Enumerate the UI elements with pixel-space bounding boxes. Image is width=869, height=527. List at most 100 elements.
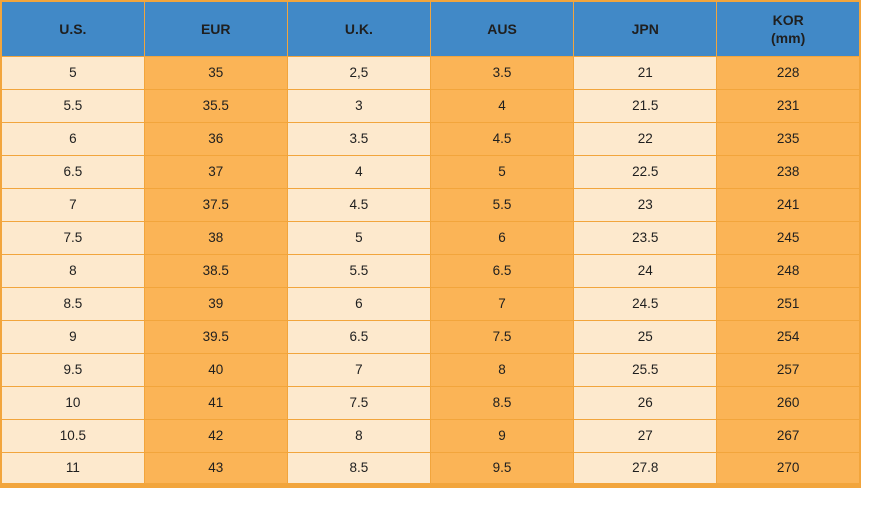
table-cell: 257 <box>716 352 861 387</box>
table-cell: 22.5 <box>573 154 718 189</box>
table-row: 8 38.5 5.5 6.5 24 248 <box>0 253 861 288</box>
table-cell: 5 <box>286 220 431 255</box>
table-cell: 27 <box>573 418 718 453</box>
table-row: 7 37.5 4.5 5.5 23 241 <box>0 187 861 222</box>
header-sublabel: (mm) <box>771 29 806 46</box>
table-cell: 25.5 <box>573 352 718 387</box>
header-cell-us: U.S. <box>0 0 145 57</box>
table-cell: 7.5 <box>286 385 431 420</box>
table-cell: 24 <box>573 253 718 288</box>
table-cell: 235 <box>716 121 861 156</box>
table-cell: 22 <box>573 121 718 156</box>
header-cell-uk: U.K. <box>286 0 431 57</box>
table-cell: 228 <box>716 55 861 90</box>
table-cell: 39.5 <box>143 319 288 354</box>
header-cell-jpn: JPN <box>573 0 718 57</box>
table-cell: 3.5 <box>286 121 431 156</box>
header-cell-kor: KOR (mm) <box>716 0 861 57</box>
table-cell: 8.5 <box>0 286 145 321</box>
table-cell: 5 <box>429 154 575 189</box>
table-cell: 38.5 <box>143 253 288 288</box>
table-cell: 8.5 <box>429 385 575 420</box>
table-row: 8.5 39 6 7 24.5 251 <box>0 286 861 321</box>
table-cell: 41 <box>143 385 288 420</box>
table-cell: 7 <box>286 352 431 387</box>
header-row: U.S. EUR U.K. AUS JPN KOR (mm) <box>0 0 861 57</box>
table-header: U.S. EUR U.K. AUS JPN KOR (mm) <box>0 0 861 57</box>
table-cell: 5.5 <box>286 253 431 288</box>
table-cell: 5.5 <box>429 187 575 222</box>
header-cell-eur: EUR <box>143 0 288 57</box>
table-cell: 270 <box>716 451 861 486</box>
table-cell: 7 <box>0 187 145 222</box>
table-cell: 6.5 <box>429 253 575 288</box>
table-cell: 36 <box>143 121 288 156</box>
table-cell: 8.5 <box>286 451 431 486</box>
table-cell: 7.5 <box>0 220 145 255</box>
table-row: 6 36 3.5 4.5 22 235 <box>0 121 861 156</box>
table-cell: 10 <box>0 385 145 420</box>
table-row: 9 39.5 6.5 7.5 25 254 <box>0 319 861 354</box>
table-cell: 7.5 <box>429 319 575 354</box>
table-cell: 37.5 <box>143 187 288 222</box>
header-label: AUS <box>487 20 517 37</box>
table-cell: 4.5 <box>286 187 431 222</box>
table-cell: 40 <box>143 352 288 387</box>
table-row: 6.5 37 4 5 22.5 238 <box>0 154 861 189</box>
table-cell: 251 <box>716 286 861 321</box>
table-cell: 42 <box>143 418 288 453</box>
table-cell: 7 <box>429 286 575 321</box>
header-label: EUR <box>200 20 231 37</box>
header-cell-aus: AUS <box>429 0 575 57</box>
header-label: U.K. <box>344 20 373 37</box>
table-cell: 238 <box>716 154 861 189</box>
table-cell: 245 <box>716 220 861 255</box>
table-cell: 27.8 <box>573 451 718 486</box>
table-cell: 4 <box>286 154 431 189</box>
table-cell: 10.5 <box>0 418 145 453</box>
table-cell: 43 <box>143 451 288 486</box>
table-cell: 5.5 <box>0 88 145 123</box>
table-cell: 4.5 <box>429 121 575 156</box>
table-cell: 260 <box>716 385 861 420</box>
table-cell: 9.5 <box>429 451 575 486</box>
table-cell: 8 <box>429 352 575 387</box>
table-cell: 38 <box>143 220 288 255</box>
table-cell: 3 <box>286 88 431 123</box>
table-row: 10.5 42 8 9 27 267 <box>0 418 861 453</box>
table-row: 9.5 40 7 8 25.5 257 <box>0 352 861 387</box>
table-row: 5.5 35.5 3 4 21.5 231 <box>0 88 861 123</box>
table-cell: 6 <box>0 121 145 156</box>
table-row: 11 43 8.5 9.5 27.8 270 <box>0 451 861 486</box>
table-cell: 24.5 <box>573 286 718 321</box>
table-cell: 4 <box>429 88 575 123</box>
table-cell: 254 <box>716 319 861 354</box>
table-cell: 37 <box>143 154 288 189</box>
table-cell: 9 <box>0 319 145 354</box>
table-cell: 25 <box>573 319 718 354</box>
table-cell: 267 <box>716 418 861 453</box>
table-row: 7.5 38 5 6 23.5 245 <box>0 220 861 255</box>
header-label: JPN <box>631 20 659 37</box>
table-cell: 9 <box>429 418 575 453</box>
table-cell: 21.5 <box>573 88 718 123</box>
table-cell: 248 <box>716 253 861 288</box>
table-cell: 231 <box>716 88 861 123</box>
header-label: KOR <box>772 11 804 28</box>
table-cell: 23.5 <box>573 220 718 255</box>
table-cell: 26 <box>573 385 718 420</box>
table-cell: 3.5 <box>429 55 575 90</box>
table-cell: 6.5 <box>0 154 145 189</box>
header-label: U.S. <box>59 20 87 37</box>
table-row: 5 35 2,5 3.5 21 228 <box>0 55 861 90</box>
table-body: 5 35 2,5 3.5 21 228 5.5 35.5 3 4 21.5 231 6 36 3.5 4.5 2… <box>0 55 861 486</box>
table-cell: 8 <box>0 253 145 288</box>
table-cell: 6 <box>429 220 575 255</box>
table-cell: 23 <box>573 187 718 222</box>
table-cell: 35 <box>143 55 288 90</box>
table-cell: 2,5 <box>286 55 431 90</box>
table-cell: 5 <box>0 55 145 90</box>
table-cell: 35.5 <box>143 88 288 123</box>
table-cell: 241 <box>716 187 861 222</box>
table-cell: 39 <box>143 286 288 321</box>
